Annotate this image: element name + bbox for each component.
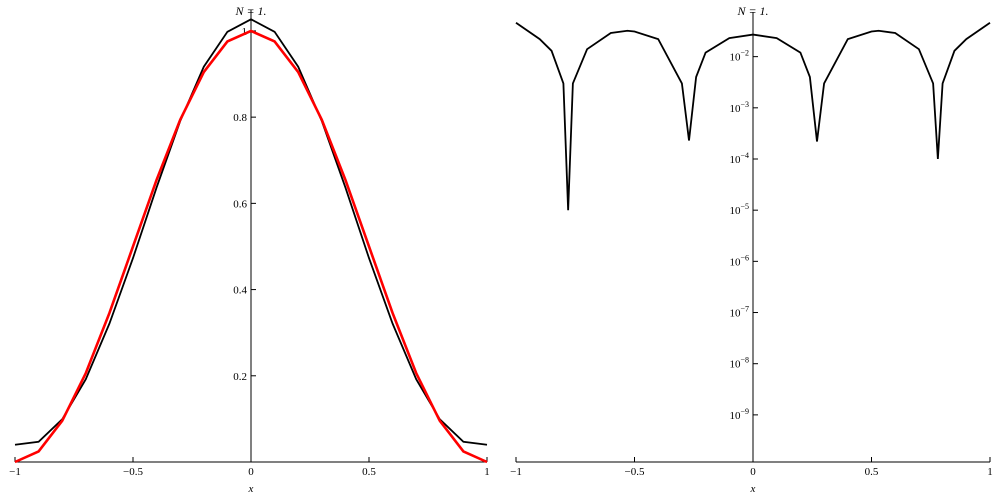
x-tick-label: 1	[484, 466, 490, 478]
x-axis-label: x	[248, 483, 254, 495]
y-tick-label: 10−2	[729, 49, 749, 64]
y-tick-label: 0.8	[233, 112, 247, 124]
x-tick-label: 0.5	[362, 466, 376, 478]
y-tick-label: 10−4	[729, 151, 749, 166]
y-tick-label: 0.6	[233, 198, 247, 210]
y-tick-label: 10−5	[729, 202, 749, 217]
x-tick-label: 0	[248, 466, 254, 478]
chart-title: N = 1.	[234, 4, 266, 18]
series-line	[515, 21, 991, 211]
y-tick-label: 10−9	[729, 407, 749, 422]
y-tick-label: 10−8	[729, 356, 749, 371]
x-tick-label: −0.5	[625, 466, 645, 478]
y-tick-label: 1	[242, 26, 248, 38]
y-tick-label: 10−3	[729, 100, 749, 115]
x-tick-label: −0.5	[123, 466, 143, 478]
series-line	[14, 18, 488, 446]
x-axis-label: x	[750, 483, 756, 495]
chart-title: N = 1.	[736, 4, 768, 18]
x-tick-label: 0	[750, 466, 756, 478]
series-line	[14, 29, 488, 464]
y-tick-label: 0.2	[233, 371, 247, 383]
y-tick-label: 0.4	[233, 285, 247, 297]
x-tick-label: 1	[987, 466, 993, 478]
x-tick-label: −1	[510, 466, 522, 478]
x-tick-label: −1	[9, 466, 21, 478]
y-tick-label: 10−7	[729, 305, 749, 320]
x-tick-label: 0.5	[865, 466, 879, 478]
y-tick-label: 10−6	[729, 253, 749, 268]
